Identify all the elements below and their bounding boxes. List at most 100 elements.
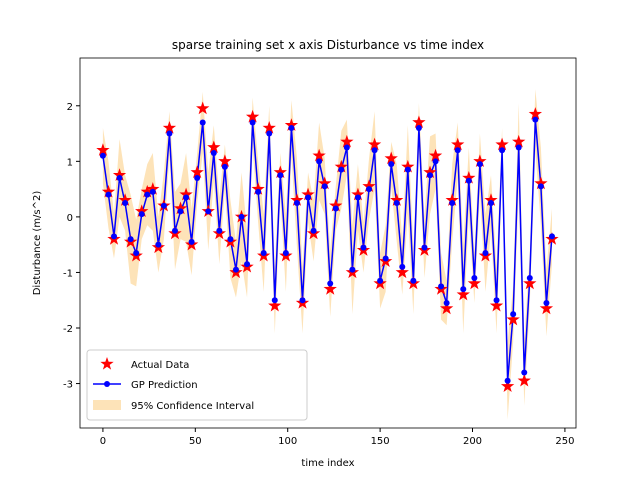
prediction-point <box>327 280 334 287</box>
prediction-point <box>526 275 533 281</box>
prediction-point <box>454 147 461 154</box>
prediction-point <box>438 283 445 290</box>
actual-point <box>340 134 354 148</box>
prediction-point <box>410 277 417 284</box>
prediction-point <box>249 119 256 126</box>
legend-label: 95% Confidence Interval <box>131 401 254 412</box>
actual-point <box>462 171 476 184</box>
prediction-point <box>366 186 373 193</box>
actual-point <box>473 154 487 167</box>
actual-point <box>112 168 127 181</box>
prediction-point <box>166 130 173 137</box>
prediction-point <box>338 166 345 173</box>
actual-point <box>390 193 404 206</box>
prediction-point <box>282 250 289 256</box>
actual-point <box>312 148 326 162</box>
prediction-point <box>183 194 190 201</box>
actual-point <box>329 198 343 212</box>
actual-point <box>451 137 465 151</box>
actual-point <box>428 148 443 162</box>
prediction-line <box>102 119 553 381</box>
actual-point <box>489 298 504 312</box>
prediction-point <box>232 266 239 273</box>
prediction-point <box>210 150 217 156</box>
actual-point <box>528 107 543 120</box>
actual-point <box>251 182 265 195</box>
prediction-point <box>122 200 129 206</box>
prediction-point <box>382 255 389 262</box>
prediction-point <box>415 125 422 131</box>
prediction-point <box>127 236 134 243</box>
prediction-point <box>149 188 156 195</box>
y-tick-label: -3 <box>63 380 73 391</box>
prediction-point <box>244 261 251 268</box>
actual-point <box>423 165 437 179</box>
actual-point <box>162 121 177 134</box>
prediction-point <box>354 194 361 201</box>
actual-point <box>456 287 470 301</box>
prediction-point <box>138 211 145 218</box>
actual-point <box>323 282 337 295</box>
prediction-point <box>504 377 511 384</box>
prediction-point <box>360 244 367 251</box>
x-tick-label: 250 <box>555 436 574 447</box>
actual-point <box>196 101 210 115</box>
prediction-point <box>238 213 245 220</box>
actual-point <box>467 276 482 290</box>
actual-point <box>351 187 365 201</box>
prediction-point <box>471 275 478 281</box>
actual-point <box>495 137 509 151</box>
chart-title: sparse training set x axis Disturbance v… <box>172 38 484 52</box>
actual-point <box>439 301 454 315</box>
prediction-point <box>255 188 262 195</box>
prediction-point <box>144 191 151 198</box>
actual-point <box>334 159 348 173</box>
actual-point <box>190 165 204 179</box>
prediction-point <box>177 208 184 215</box>
actual-point <box>395 265 409 279</box>
prediction-point <box>476 161 483 168</box>
prediction-point <box>443 300 450 306</box>
actual-point <box>146 182 160 195</box>
prediction-point <box>171 227 178 234</box>
x-axis-label: time index <box>301 458 354 469</box>
prediction-point <box>377 277 384 284</box>
prediction-point <box>388 161 395 168</box>
actual-point <box>268 298 282 312</box>
prediction-point <box>427 172 434 179</box>
plot-frame <box>79 57 577 429</box>
actual-point <box>362 179 376 192</box>
prediction-point <box>493 297 500 304</box>
prediction-point <box>548 233 555 240</box>
actual-point <box>179 187 193 201</box>
actual-point <box>101 184 116 198</box>
actual-point <box>290 193 304 206</box>
prediction-point <box>499 147 506 154</box>
y-axis-label: Disturbance (m/s^2) <box>32 191 43 296</box>
prediction-point <box>404 166 411 173</box>
legend-label: GP Prediction <box>131 380 198 391</box>
actual-point <box>412 115 426 129</box>
prediction-point <box>216 227 223 234</box>
prediction-point <box>432 158 439 165</box>
prediction-point <box>116 175 123 181</box>
prediction-point <box>227 236 234 243</box>
x-tick-label: 0 <box>100 436 106 447</box>
actual-point <box>534 176 548 190</box>
y-tick-label: -2 <box>63 324 73 335</box>
prediction-point <box>99 152 106 159</box>
actual-point <box>96 143 110 156</box>
prediction-point <box>277 172 284 179</box>
prediction-point <box>543 300 550 306</box>
prediction-point <box>482 250 489 256</box>
prediction-point <box>510 311 517 318</box>
prediction-point <box>460 286 467 293</box>
prediction-point <box>537 183 544 190</box>
prediction-point <box>521 369 528 376</box>
prediction-point <box>160 202 167 209</box>
prediction-point <box>343 144 350 151</box>
actual-point <box>539 301 554 315</box>
actual-point <box>140 184 154 198</box>
legend-box <box>86 349 308 421</box>
